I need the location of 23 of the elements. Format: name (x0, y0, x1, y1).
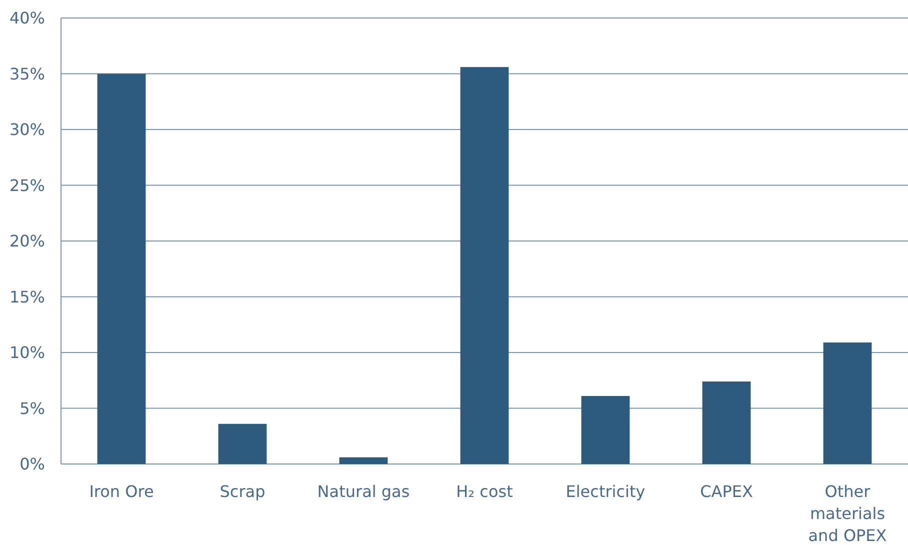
y-tick-label: 40% (9, 8, 45, 28)
bar (702, 381, 751, 464)
bar (339, 457, 388, 464)
bar (218, 424, 267, 464)
x-tick-label: Scrap (220, 482, 266, 501)
y-tick-label: 35% (9, 64, 45, 84)
x-tick-label: CAPEX (700, 482, 753, 501)
x-tick-label: H₂ cost (456, 482, 513, 501)
bar (581, 396, 630, 464)
bar (823, 342, 872, 464)
y-tick-label: 10% (9, 343, 45, 362)
y-tick-label: 5% (20, 398, 45, 418)
x-tick-label: Other materials and OPEX (808, 482, 887, 545)
y-tick-label: 20% (9, 232, 45, 251)
y-tick-label: 25% (9, 176, 45, 195)
y-tick-label: 30% (9, 120, 45, 140)
y-tick-label: 15% (9, 287, 45, 306)
bar (460, 67, 509, 464)
x-tick-label: Natural gas (317, 482, 410, 501)
bar (97, 74, 146, 464)
x-tick-label: Electricity (566, 482, 646, 501)
y-tick-label: 0% (20, 454, 45, 474)
x-tick-label: Iron Ore (89, 482, 154, 501)
